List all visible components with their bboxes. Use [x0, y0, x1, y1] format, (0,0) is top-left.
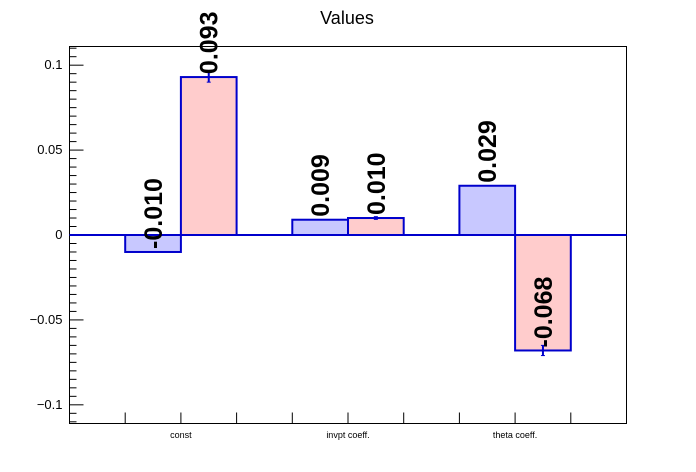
data-label: 0.093 [196, 12, 224, 75]
data-label: 0.010 [363, 152, 391, 215]
y-tick-label: 0.05 [37, 142, 62, 157]
x-category-label: invpt coeff. [326, 430, 369, 440]
bars [69, 71, 627, 357]
chart-title: Values [320, 8, 374, 28]
x-category-label: const [170, 430, 192, 440]
x-category-label: theta coeff. [493, 430, 537, 440]
y-tick-label: 0 [55, 227, 62, 242]
bar [179, 76, 238, 236]
y-tick-label: −0.1 [37, 397, 63, 412]
data-label: 0.029 [474, 120, 502, 183]
y-tick-label: 0.1 [44, 57, 62, 72]
y-tick-label: −0.05 [30, 312, 63, 327]
data-label: 0.009 [307, 154, 335, 217]
bar [458, 184, 517, 237]
bar [291, 218, 349, 237]
axis-ticks: −0.1 −0.05 0 0.05 0.1 const invpt coeff. theta … [30, 47, 572, 440]
data-labels: -0.010 0.009 0.029 0.093 0.010 -0.068 [140, 12, 558, 348]
bar [347, 217, 405, 237]
data-label: -0.068 [530, 276, 558, 347]
data-label: -0.010 [140, 178, 168, 249]
bar [514, 234, 572, 352]
